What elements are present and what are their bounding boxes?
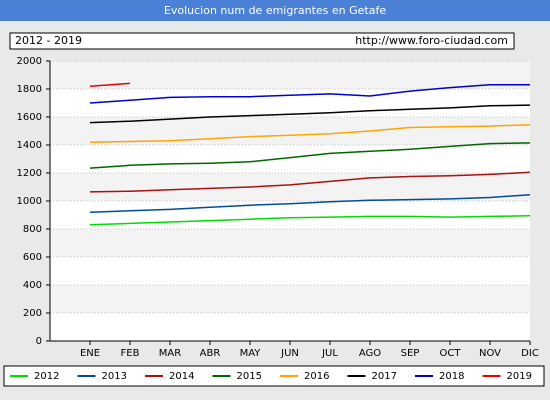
y-tick-label: 600 — [23, 252, 42, 263]
source: http://www.foro-ciudad.com — [355, 34, 508, 47]
x-tick-label: MAR — [159, 348, 181, 359]
x-tick-label: OCT — [440, 348, 462, 359]
line-series — [89, 171, 531, 193]
line-series — [89, 142, 531, 169]
x-tick-label: AGO — [359, 348, 381, 359]
line-series — [89, 82, 131, 87]
y-tick-label: 0 — [36, 336, 42, 347]
y-tick-label: 2000 — [17, 56, 42, 67]
y-tick-label: 1600 — [17, 112, 42, 123]
x-tick-label: JUN — [280, 348, 299, 359]
x-tick-label: MAY — [240, 348, 262, 359]
legend-label: 2012 — [34, 371, 59, 382]
legend-label: 2014 — [169, 371, 194, 382]
x-tick-label: FEB — [121, 348, 140, 359]
grid-band — [50, 285, 530, 313]
y-tick-label: 800 — [23, 224, 42, 235]
y-tick-label: 1400 — [17, 140, 42, 151]
y-tick-label: 1800 — [17, 84, 42, 95]
legend-label: 2019 — [507, 371, 532, 382]
x-tick-label: JUL — [321, 348, 338, 359]
legend-label: 2017 — [372, 371, 397, 382]
line-series — [89, 123, 531, 143]
x-tick-label: NOV — [479, 348, 501, 359]
line-series — [89, 104, 531, 124]
x-tick-label: DIC — [521, 348, 539, 359]
info-box — [9, 32, 515, 50]
x-tick-label: SEP — [401, 348, 420, 359]
legend — [3, 365, 545, 387]
title-bar — [0, 0, 550, 21]
legend-label: 2015 — [237, 371, 262, 382]
grid-band — [50, 61, 530, 89]
grid-band — [50, 229, 530, 257]
y-tick-label: 1200 — [17, 168, 42, 179]
chart-title: Evolucion num de emigrantes en Getafe — [164, 4, 386, 17]
y-tick-label: 400 — [23, 280, 42, 291]
grid-band — [50, 173, 530, 201]
legend-label: 2013 — [102, 371, 127, 382]
y-tick-label: 1000 — [17, 196, 42, 207]
line-series — [89, 193, 531, 213]
y-tick-label: 200 — [23, 308, 42, 319]
x-tick-label: ENE — [80, 348, 100, 359]
legend-label: 2016 — [304, 371, 329, 382]
line-series — [89, 84, 530, 104]
legend-label: 2018 — [439, 371, 464, 382]
period: 2012 - 2019 — [15, 34, 82, 47]
line-series — [89, 214, 531, 226]
x-tick-label: ABR — [200, 348, 221, 359]
